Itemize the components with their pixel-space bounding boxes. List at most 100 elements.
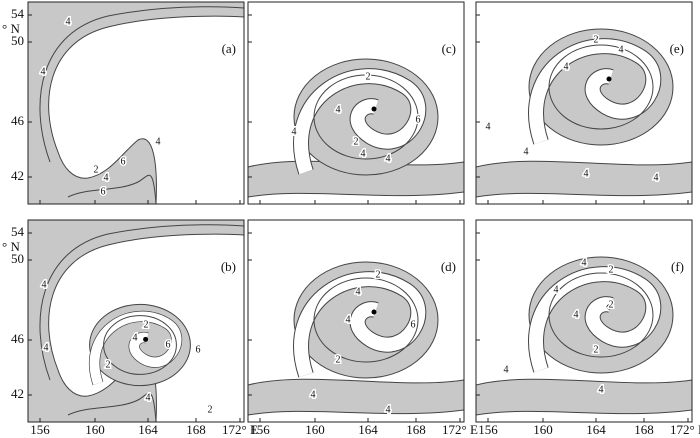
contour: [67, 174, 157, 204]
contour-label: 2: [208, 404, 213, 415]
contour-label: 2: [609, 264, 614, 275]
contour-label: 6: [411, 319, 416, 330]
panel-frame: [475, 219, 693, 423]
y-tick-label: 54: [11, 6, 25, 21]
map-content: [248, 58, 464, 198]
contour-label: 2: [106, 359, 111, 370]
contour-label: 4: [584, 168, 589, 179]
center-marker: [371, 309, 377, 315]
contour-label: 4: [654, 172, 659, 183]
contour-label: 6: [121, 156, 126, 167]
y-tick-label: 50: [11, 33, 24, 48]
contour-label: 4: [574, 309, 579, 320]
contour-label: 2: [366, 71, 371, 82]
panel-label: (e): [670, 41, 684, 56]
center-marker: [606, 76, 612, 82]
map-panel: (f) 4 2 4 4 2 2 4 4: [475, 219, 693, 423]
y-tick-label: 42: [11, 386, 24, 401]
x-tick-label: 164: [586, 422, 606, 437]
contour: [103, 315, 177, 375]
contour-label: 4: [356, 286, 361, 297]
x-tick-label: 164: [138, 422, 158, 437]
clear-spiral: [294, 69, 426, 175]
contour-label: 4: [361, 148, 366, 159]
clear-spiral: [89, 311, 182, 386]
contour-label: 4: [582, 257, 587, 268]
contour-label: 4: [486, 121, 491, 132]
contour: [548, 272, 654, 358]
panel-label: (b): [221, 259, 236, 274]
contour-label: 6: [101, 186, 106, 197]
contour: [313, 277, 419, 363]
contour: [39, 6, 244, 163]
x-tick-label: 156: [250, 422, 270, 437]
panel-frame: [27, 219, 245, 423]
shaded-band: [248, 378, 464, 416]
panel-frame: [247, 219, 465, 423]
x-tick-label: 156: [478, 422, 498, 437]
contour-label: 4: [336, 104, 341, 115]
panel-label: (c): [442, 41, 456, 56]
contour-label: 4: [504, 364, 509, 375]
y-unit-label: ° N: [2, 21, 20, 36]
contour-label: 4: [386, 404, 391, 415]
contour: [313, 74, 419, 160]
panel-frame: [27, 1, 245, 205]
x-tick-label: 168: [186, 422, 206, 437]
panel-label: (f): [671, 259, 684, 274]
center-marker: [371, 106, 377, 112]
contour-label: 2: [594, 34, 599, 45]
contour-label: 4: [619, 44, 624, 55]
contour-label: 4: [133, 332, 138, 343]
contour: [39, 224, 244, 381]
contour-label: 4: [156, 136, 161, 147]
y-tick-label: 42: [11, 168, 24, 183]
x-tick-label: 160: [85, 422, 105, 437]
map-content: [28, 2, 244, 204]
center-marker: [606, 304, 612, 310]
contour-label: 4: [564, 61, 569, 72]
contour: [548, 44, 654, 130]
clear-spiral: [294, 272, 426, 378]
contour-label: 2: [94, 164, 99, 175]
x-tick-label: 160: [533, 422, 553, 437]
contour-label: 4: [44, 342, 49, 353]
map-content: [476, 28, 692, 198]
contour-label: 2: [144, 319, 149, 330]
map-content: [248, 261, 464, 416]
panel-frame: [475, 1, 693, 205]
contour-label: 4: [146, 392, 151, 403]
y-tick-label: 46: [11, 113, 25, 128]
contour-label: 4: [104, 172, 109, 183]
clear-spiral: [529, 39, 661, 145]
y-tick-label: 46: [11, 331, 25, 346]
contour-label: 4: [292, 126, 297, 137]
x-tick-label: 172° E: [222, 422, 258, 437]
x-tick-label: 172° E: [670, 422, 700, 437]
center-marker: [143, 336, 149, 342]
shaded-band: [476, 160, 692, 198]
map-panel: (d) 2 4 4 6 2 4 4: [247, 219, 465, 423]
map-content: [28, 220, 244, 422]
map-content: [476, 256, 692, 416]
contour-label: 6: [166, 339, 171, 350]
contour: [67, 392, 157, 422]
x-tick-label: 156: [30, 422, 50, 437]
y-unit-label: ° N: [2, 239, 20, 254]
x-tick-label: 160: [305, 422, 325, 437]
contour-label: 2: [354, 136, 359, 147]
panel-frame: [247, 1, 465, 205]
contour-label: 4: [599, 384, 604, 395]
x-tick-label: 172° E: [442, 422, 478, 437]
contour-label: 4: [311, 389, 316, 400]
x-tick-label: 168: [406, 422, 426, 437]
contour-label: 2: [609, 299, 614, 310]
clear-spiral: [529, 267, 661, 373]
shaded-band: [476, 378, 692, 416]
contour-label: 6: [416, 114, 421, 125]
map-panel: (e) 2 4 4 4 4 4 4: [475, 1, 693, 205]
